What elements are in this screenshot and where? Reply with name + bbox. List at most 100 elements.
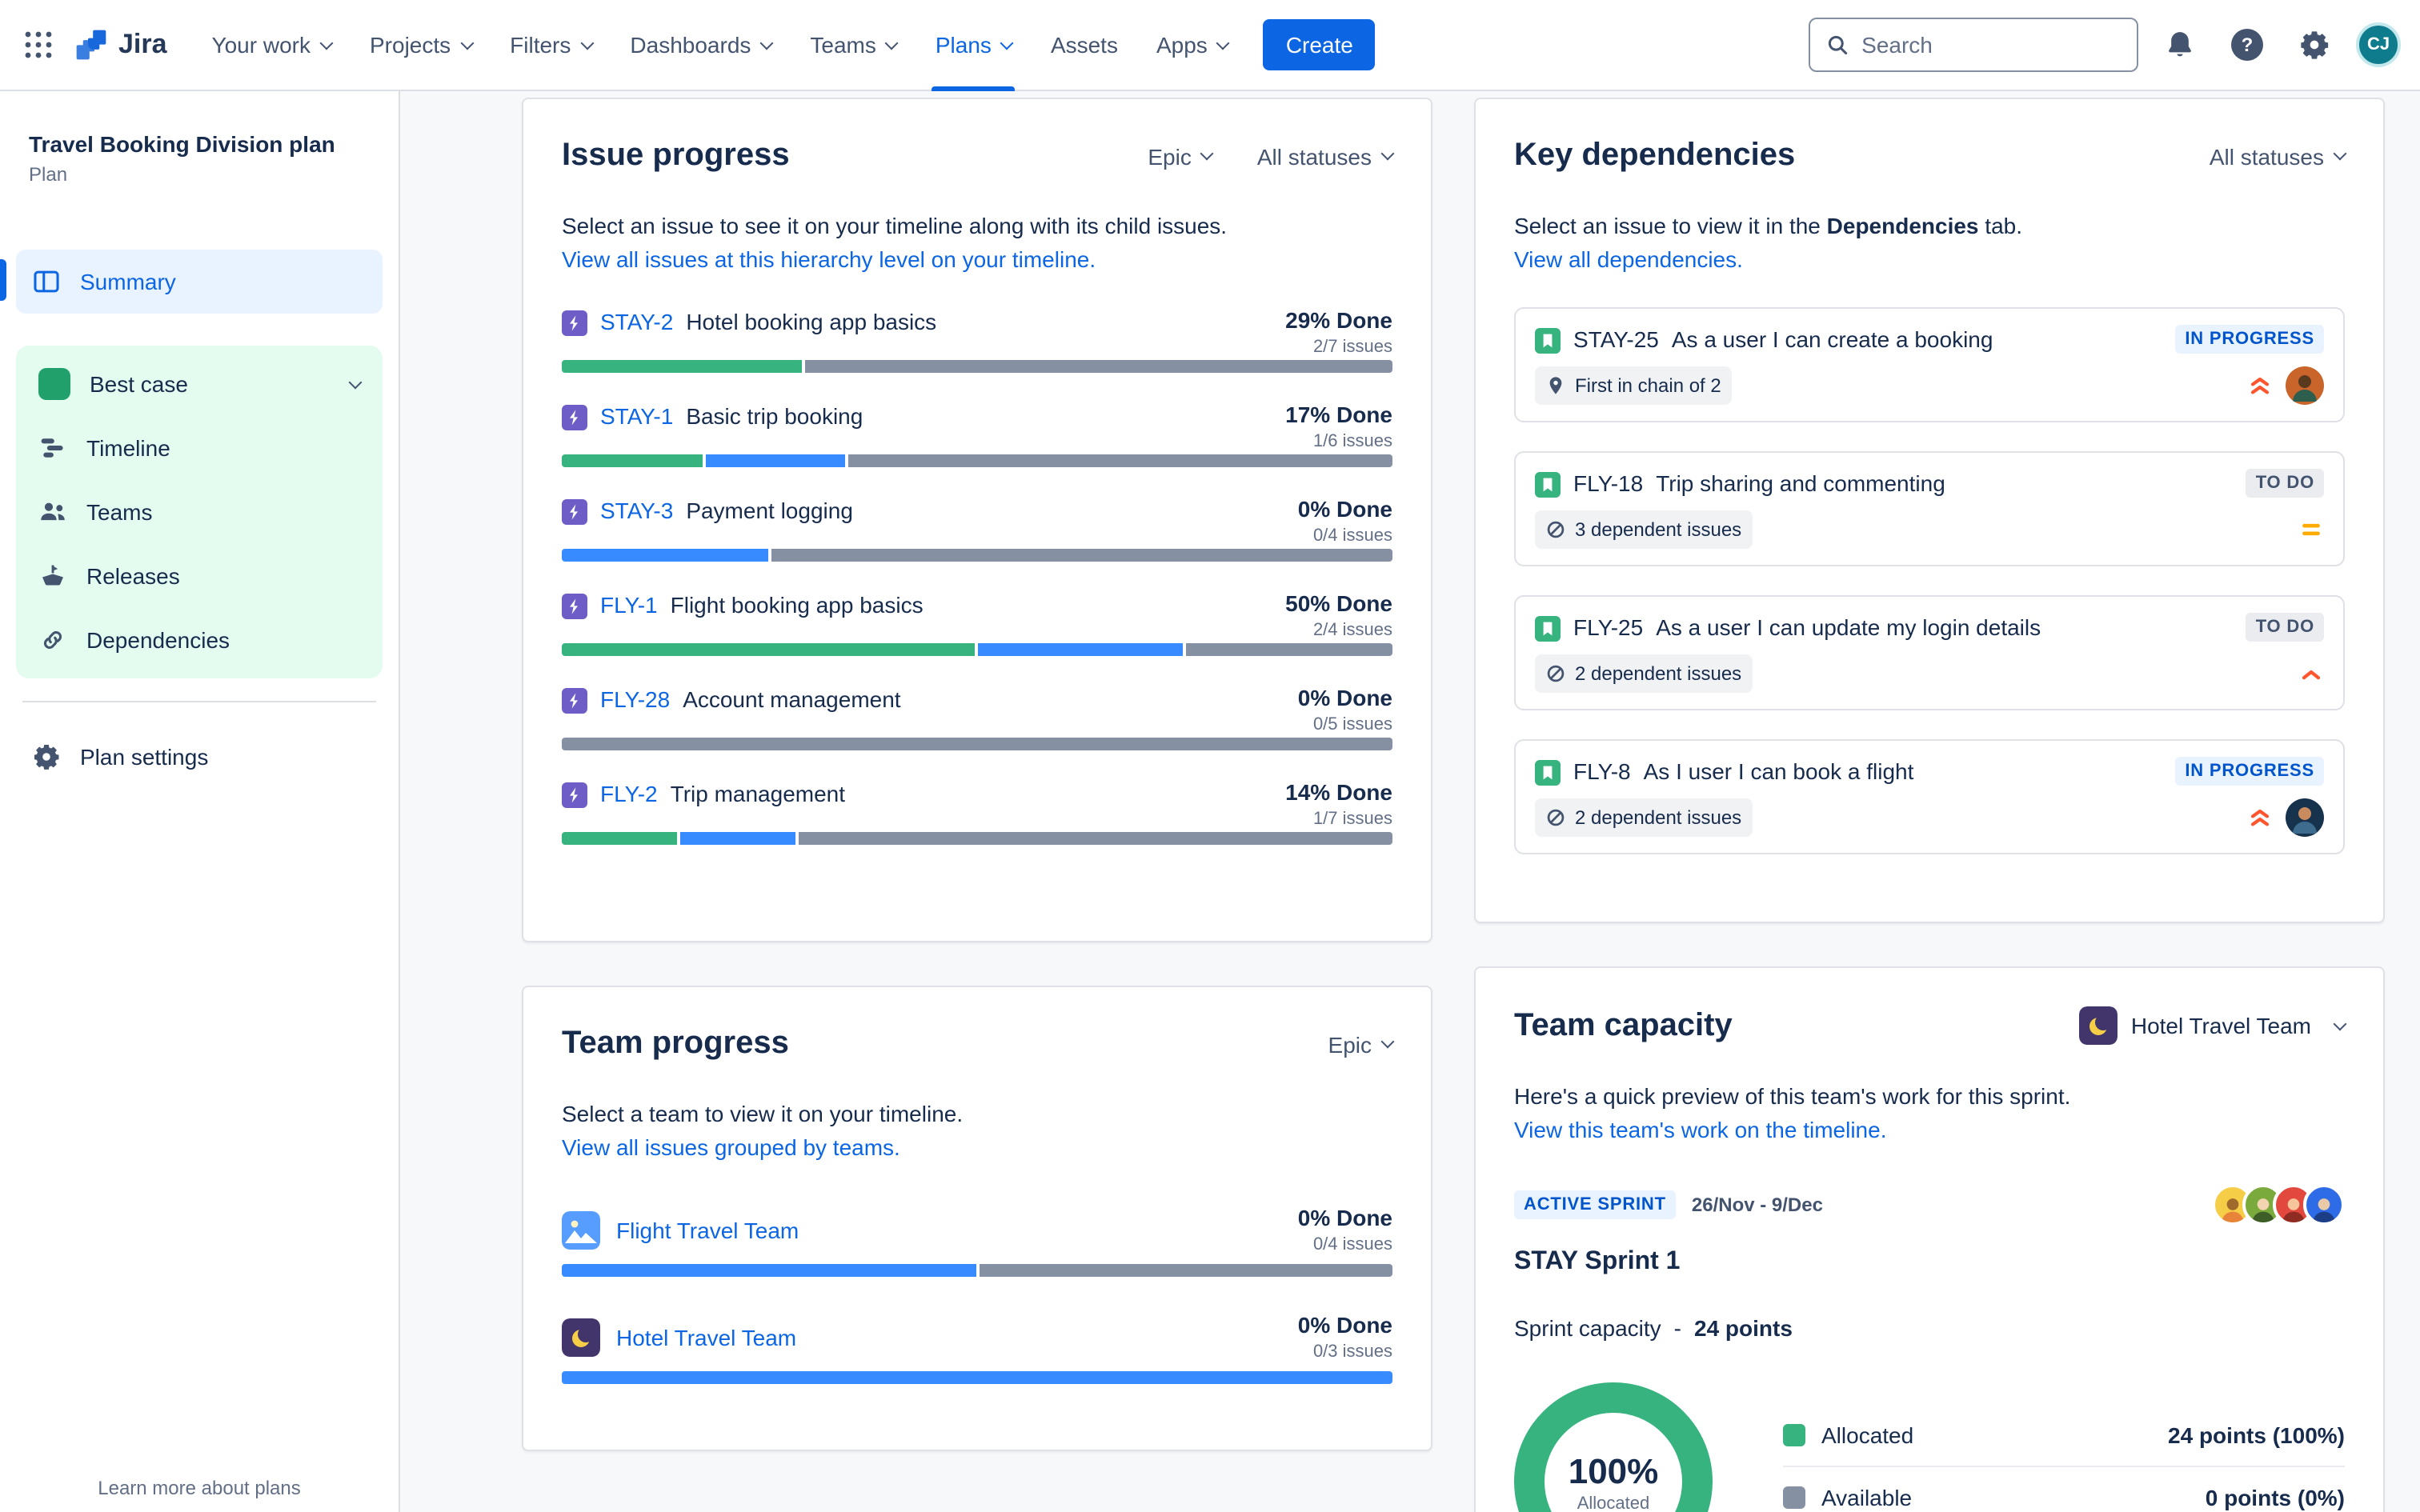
dependency-card[interactable]: FLY-25 As a user I can update my login d… xyxy=(1514,595,2345,710)
grid-icon xyxy=(25,31,52,58)
nav-label: Assets xyxy=(1050,32,1118,58)
done-segment xyxy=(562,643,974,656)
sidebar-item-summary[interactable]: Summary xyxy=(16,250,383,314)
issue-row[interactable]: STAY-2 Hotel booking app basics 29% Done… xyxy=(562,307,1392,373)
team-capacity-card: Team capacity Hotel Travel Team Here's a… xyxy=(1474,966,2385,1512)
team-selector-dropdown[interactable]: Hotel Travel Team xyxy=(2079,1006,2347,1045)
nav-right-actions: CJ xyxy=(1809,18,2401,72)
nav-projects[interactable]: Projects xyxy=(351,0,491,90)
view-teams-link[interactable]: View all issues grouped by teams. xyxy=(562,1134,900,1160)
nav-apps[interactable]: Apps xyxy=(1137,0,1248,90)
notifications-button[interactable] xyxy=(2154,19,2206,70)
issue-key-link[interactable]: STAY-3 xyxy=(600,498,674,523)
issue-key-link[interactable]: FLY-28 xyxy=(600,686,671,712)
sprint-avatars xyxy=(2212,1184,2345,1226)
help-button[interactable] xyxy=(2222,19,2273,70)
sidebar-item-label: Timeline xyxy=(86,435,170,461)
create-button[interactable]: Create xyxy=(1263,19,1376,70)
scenario-selector[interactable]: Best case xyxy=(22,352,376,416)
percent-done: 50% Done xyxy=(1285,590,1392,616)
team-name-link[interactable]: Hotel Travel Team xyxy=(616,1324,797,1350)
badge-label: 3 dependent issues xyxy=(1575,518,1742,541)
sidebar-item-teams[interactable]: Teams xyxy=(22,480,376,544)
dependency-issue-summary: As a user I can update my login details xyxy=(1656,614,2041,640)
percent-done: 0% Done xyxy=(1297,685,1392,710)
pin-icon xyxy=(1549,377,1562,394)
issue-list: STAY-2 Hotel booking app basics 29% Done… xyxy=(562,307,1392,845)
view-all-dependencies-link[interactable]: View all dependencies. xyxy=(1514,246,1743,272)
plan-title: Travel Booking Division plan xyxy=(29,131,335,157)
nav-assets[interactable]: Assets xyxy=(1032,0,1137,90)
nav-label: Apps xyxy=(1156,32,1208,58)
card-title: Issue progress xyxy=(562,138,790,173)
card-description: Select an issue to see it on your timeli… xyxy=(562,213,1228,238)
issue-row[interactable]: STAY-1 Basic trip booking 17% Done 1/6 is… xyxy=(562,402,1392,467)
issue-key-link[interactable]: STAY-2 xyxy=(600,309,674,334)
hierarchy-filter-dropdown[interactable]: Epic xyxy=(1148,143,1215,169)
status-filter-dropdown[interactable]: All statuses xyxy=(2210,143,2347,169)
epic-icon xyxy=(562,782,587,808)
done-segment xyxy=(562,360,802,373)
nav-your-work[interactable]: Your work xyxy=(193,0,351,90)
capacity-value: 24 points xyxy=(1694,1315,1793,1341)
issue-row[interactable]: FLY-28 Account management 0% Done 0/5 iss… xyxy=(562,685,1392,750)
settings-button[interactable] xyxy=(2289,19,2340,70)
right-column: Key dependencies All statuses Select an … xyxy=(1474,98,2385,1512)
status-filter-dropdown[interactable]: All statuses xyxy=(1257,143,1395,169)
issue-key-link[interactable]: FLY-1 xyxy=(600,592,658,618)
search-box[interactable] xyxy=(1809,18,2138,72)
user-avatar[interactable]: CJ xyxy=(2356,22,2401,67)
nav-dashboards[interactable]: Dashboards xyxy=(611,0,791,90)
team-row[interactable]: Flight Travel Team 0% Done 0/4 issues xyxy=(562,1205,1392,1277)
nav-plans[interactable]: Plans xyxy=(916,0,1032,90)
chevron-down-icon xyxy=(348,374,363,389)
jira-logo[interactable]: Jira xyxy=(67,27,190,62)
team-list: Flight Travel Team 0% Done 0/4 issues Hot… xyxy=(562,1205,1392,1384)
gear-icon xyxy=(34,745,59,770)
hierarchy-filter-dropdown[interactable]: Epic xyxy=(1328,1031,1395,1057)
todo-segment xyxy=(799,832,1392,845)
chevron-down-icon xyxy=(2333,146,2347,161)
issue-key-link[interactable]: STAY-1 xyxy=(600,403,674,429)
nav-label: Plans xyxy=(935,32,992,58)
nav-filters[interactable]: Filters xyxy=(491,0,611,90)
team-name-link[interactable]: Flight Travel Team xyxy=(616,1217,799,1242)
assignee-avatar xyxy=(2286,798,2324,837)
dependency-card[interactable]: FLY-8 As I user I can book a flight IN P… xyxy=(1514,739,2345,854)
sidebar-item-label: Summary xyxy=(80,269,176,294)
dependencies-link-icon xyxy=(43,630,62,650)
search-input[interactable] xyxy=(1861,32,2121,58)
sidebar-item-timeline[interactable]: Timeline xyxy=(22,416,376,480)
sidebar-item-dependencies[interactable]: Dependencies xyxy=(22,608,376,672)
nav-label: Projects xyxy=(370,32,451,58)
story-icon xyxy=(1535,616,1561,642)
issue-summary: Account management xyxy=(683,686,901,712)
team-row[interactable]: Hotel Travel Team 0% Done 0/3 issues xyxy=(562,1312,1392,1384)
dependency-card[interactable]: FLY-18 Trip sharing and commenting TO DO… xyxy=(1514,451,2345,566)
issue-row[interactable]: FLY-2 Trip management 14% Done 1/7 issues xyxy=(562,779,1392,845)
dependency-card[interactable]: STAY-25 As a user I can create a booking… xyxy=(1514,307,2345,422)
issue-row[interactable]: FLY-1 Flight booking app basics 50% Done… xyxy=(562,590,1392,656)
key-dependencies-card: Key dependencies All statuses Select an … xyxy=(1474,98,2385,923)
left-column: Issue progress Epic All statuses Select … xyxy=(522,98,1432,1512)
flight-team-avatar xyxy=(562,1210,600,1249)
epic-icon xyxy=(562,688,587,714)
learn-more-link[interactable]: Learn more about plans xyxy=(98,1477,301,1499)
in-progress-segment xyxy=(977,643,1184,656)
issue-summary: Flight booking app basics xyxy=(670,592,924,618)
view-team-work-link[interactable]: View this team's work on the timeline. xyxy=(1514,1117,1887,1142)
priority-medium-icon xyxy=(2302,523,2320,536)
issue-progress-card: Issue progress Epic All statuses Select … xyxy=(522,98,1432,942)
sidebar-item-plan-settings[interactable]: Plan settings xyxy=(16,725,383,789)
sidebar-item-releases[interactable]: Releases xyxy=(22,544,376,608)
app-switcher-button[interactable] xyxy=(13,19,64,70)
percent-done: 17% Done xyxy=(1285,402,1392,427)
capacity-legend: Allocated 24 points (100%) Available 0 p… xyxy=(1783,1405,2345,1512)
nav-teams[interactable]: Teams xyxy=(791,0,916,90)
issue-row[interactable]: STAY-3 Payment logging 0% Done 0/4 issues xyxy=(562,496,1392,562)
done-segment xyxy=(562,454,703,467)
view-all-issues-link[interactable]: View all issues at this hierarchy level … xyxy=(562,246,1096,272)
issue-key-link[interactable]: FLY-2 xyxy=(600,781,658,806)
legend-value: 0 points (0%) xyxy=(2205,1485,2345,1510)
